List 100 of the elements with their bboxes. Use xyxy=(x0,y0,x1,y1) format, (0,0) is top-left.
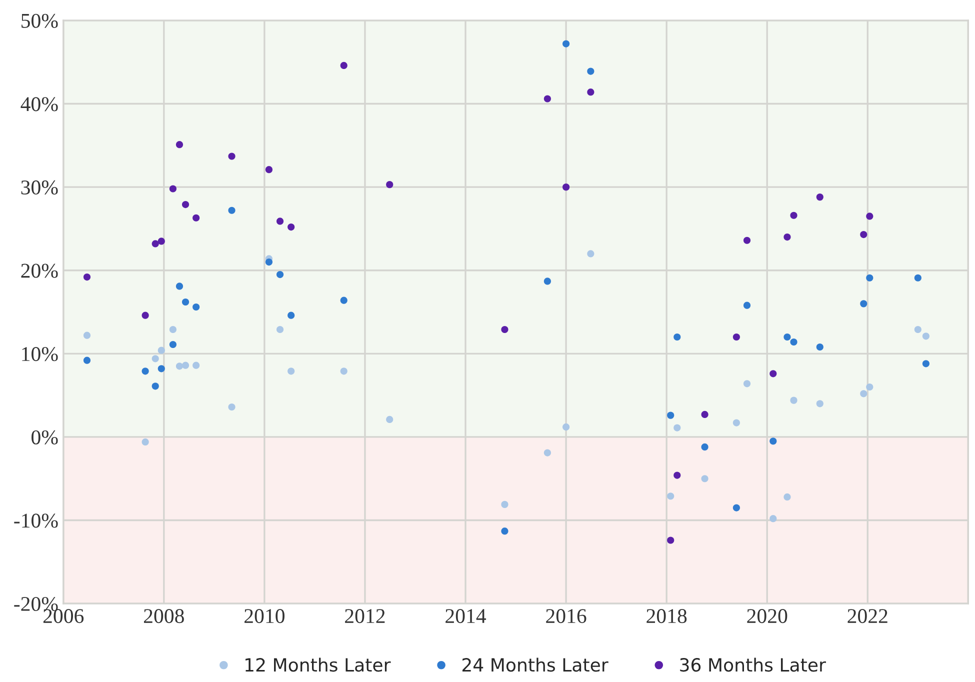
point xyxy=(176,362,184,370)
point xyxy=(228,403,236,411)
point xyxy=(142,368,149,375)
x-tick-label: 2018 xyxy=(646,609,687,624)
point xyxy=(142,438,149,446)
y-tick-label: 30% xyxy=(21,180,58,195)
point xyxy=(866,212,874,220)
point xyxy=(288,224,295,231)
point xyxy=(587,68,594,75)
point xyxy=(501,326,508,334)
point xyxy=(182,298,190,306)
point xyxy=(158,365,165,372)
point xyxy=(83,332,91,339)
point xyxy=(701,475,708,482)
point xyxy=(340,296,348,304)
point xyxy=(860,300,868,308)
legend-label: 24 Months Later xyxy=(462,658,608,672)
point xyxy=(790,212,798,219)
x-tick-label: 2006 xyxy=(43,609,84,624)
point xyxy=(265,258,273,266)
y-tick-label: -20% xyxy=(14,596,58,612)
point xyxy=(922,332,930,340)
point xyxy=(732,504,740,512)
y-tick-label: 20% xyxy=(21,264,58,278)
point xyxy=(562,40,570,48)
point xyxy=(667,412,674,419)
point xyxy=(816,194,824,201)
point xyxy=(732,419,740,426)
point xyxy=(340,62,348,69)
x-tick-label: 2016 xyxy=(546,609,586,624)
point xyxy=(914,274,922,282)
point xyxy=(866,274,874,282)
point xyxy=(169,326,176,334)
point xyxy=(784,333,791,341)
y-tick-label: 50% xyxy=(22,14,58,28)
point xyxy=(386,181,394,188)
y-tick-label: 10% xyxy=(22,347,58,362)
point xyxy=(265,166,273,174)
point xyxy=(152,240,159,248)
point xyxy=(386,416,394,424)
x-tick-label: 2010 xyxy=(244,609,284,624)
point xyxy=(562,184,570,191)
x-tick-label: 2022 xyxy=(848,609,888,624)
y-tick-label: -10% xyxy=(14,514,58,528)
point xyxy=(176,282,184,290)
point xyxy=(701,443,708,451)
point xyxy=(158,238,165,245)
point xyxy=(228,206,236,214)
point xyxy=(674,472,681,479)
point xyxy=(544,95,551,102)
point xyxy=(288,312,295,319)
point xyxy=(770,370,777,378)
point xyxy=(169,340,176,348)
point xyxy=(192,214,200,222)
point xyxy=(276,270,284,278)
point xyxy=(544,449,551,456)
point xyxy=(866,383,874,391)
point xyxy=(701,410,708,418)
point xyxy=(732,333,740,341)
point xyxy=(770,515,777,522)
point xyxy=(674,333,681,341)
point xyxy=(228,152,236,160)
point xyxy=(790,396,798,404)
x-tick-label: 2012 xyxy=(345,609,385,624)
point xyxy=(83,273,91,281)
point xyxy=(667,492,674,500)
point xyxy=(790,338,798,346)
point xyxy=(176,141,184,148)
point xyxy=(784,234,791,241)
x-tick-label: 2008 xyxy=(144,609,184,624)
point xyxy=(83,356,91,364)
point xyxy=(674,424,681,432)
point xyxy=(182,201,190,208)
legend-label: 36 Months Later xyxy=(680,658,826,672)
x-tick-label: 2014 xyxy=(446,609,486,624)
point xyxy=(288,368,295,375)
point xyxy=(192,303,200,311)
point xyxy=(158,346,165,354)
point xyxy=(142,312,149,319)
point xyxy=(922,360,930,368)
y-tick-label: 40% xyxy=(20,97,58,112)
point xyxy=(587,88,594,96)
point xyxy=(860,390,868,398)
point xyxy=(743,302,751,309)
point xyxy=(544,278,551,285)
point xyxy=(182,362,190,369)
point xyxy=(860,231,868,238)
point xyxy=(340,368,348,375)
point xyxy=(743,236,751,244)
point xyxy=(914,326,922,334)
point xyxy=(816,343,824,351)
legend-label: 12 Months Later xyxy=(246,658,391,672)
point xyxy=(562,423,570,431)
point xyxy=(276,218,284,225)
point xyxy=(784,493,791,500)
point xyxy=(501,500,508,508)
point xyxy=(152,355,159,362)
point xyxy=(743,380,751,388)
point xyxy=(587,250,594,258)
point xyxy=(152,382,159,390)
